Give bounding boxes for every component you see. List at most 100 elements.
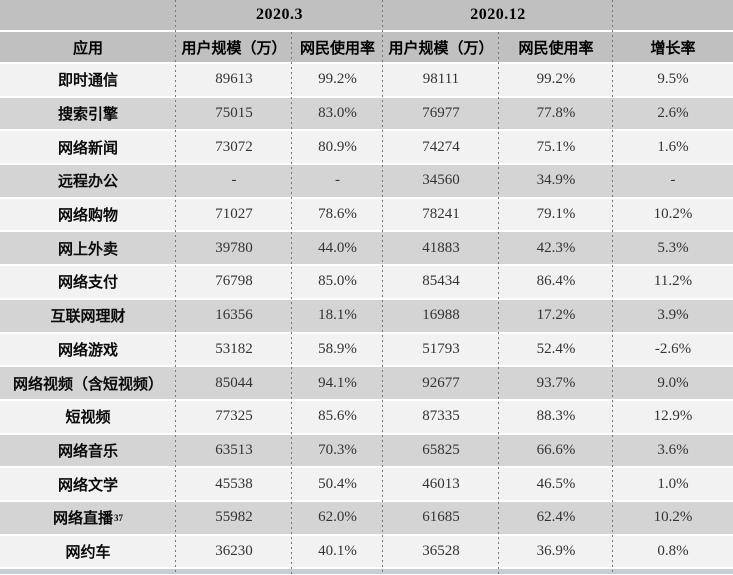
cell-usage-rate-2020-3: 85.0% bbox=[292, 266, 383, 298]
row-label: 网络文学 bbox=[0, 468, 176, 500]
table-row: 网络购物 71027 78.6% 78241 79.1% 10.2% bbox=[0, 198, 733, 231]
cell-growth-rate: 9.0% bbox=[613, 367, 733, 399]
table-row: 即时通信 89613 99.2% 98111 99.2% 9.5% bbox=[0, 64, 733, 96]
cell-user-scale-2020-3: 63513 bbox=[176, 434, 292, 467]
cell-user-scale-2020-12: 78241 bbox=[383, 198, 499, 231]
cell-usage-rate-2020-3: 85.6% bbox=[292, 400, 383, 433]
header-user-scale-1: 用户规模（万） bbox=[176, 32, 292, 62]
cell-usage-rate-2020-12: 99.2% bbox=[499, 64, 613, 96]
table-row: 网络支付 76798 85.0% 85434 86.4% 11.2% bbox=[0, 266, 733, 298]
cell-usage-rate-2020-3: 40.1% bbox=[292, 535, 383, 568]
header-empty-topright bbox=[613, 0, 733, 30]
header-row-periods: 2020.3 2020.12 bbox=[0, 0, 733, 30]
row-label: 网络购物 bbox=[0, 198, 176, 231]
cell-usage-rate-2020-12: 34.9% bbox=[499, 165, 613, 197]
header-empty-topleft bbox=[0, 0, 176, 30]
cell-user-scale-2020-12: 41883 bbox=[383, 232, 499, 265]
cell-usage-rate-2020-3: 83.0% bbox=[292, 97, 383, 130]
cell-user-scale-2020-3: 73072 bbox=[176, 131, 292, 164]
cell-user-scale-2020-3: - bbox=[176, 165, 292, 197]
cell-growth-rate: 1.6% bbox=[613, 131, 733, 164]
cell-usage-rate-2020-3: - bbox=[292, 165, 383, 197]
row-label: 互联网理财 bbox=[0, 299, 176, 332]
cell-usage-rate-2020-12: 88.3% bbox=[499, 400, 613, 433]
cell-growth-rate: 12.9% bbox=[613, 400, 733, 433]
row-label: 网络游戏 bbox=[0, 333, 176, 366]
row-label: 短视频 bbox=[0, 400, 176, 433]
cell-user-scale-2020-12: 61685 bbox=[383, 501, 499, 534]
cell-user-scale-2020-3: 77325 bbox=[176, 400, 292, 433]
cell-usage-rate-2020-3: 50.4% bbox=[292, 468, 383, 500]
cell-usage-rate-2020-12: 62.4% bbox=[499, 501, 613, 534]
cell-usage-rate-2020-12: 66.6% bbox=[499, 434, 613, 467]
header-app: 应用 bbox=[0, 32, 176, 62]
cell-user-scale-2020-12: 98111 bbox=[383, 64, 499, 96]
cell-user-scale-2020-3: 55982 bbox=[176, 501, 292, 534]
row-label: 网络视频（含短视频） bbox=[0, 367, 176, 399]
header-usage-rate-1: 网民使用率 bbox=[292, 32, 383, 62]
cell-user-scale-2020-3: 16356 bbox=[176, 299, 292, 332]
cell-user-scale-2020-3: 53182 bbox=[176, 333, 292, 366]
table-row: 网络音乐 63513 70.3% 65825 66.6% 3.6% bbox=[0, 434, 733, 467]
cell-user-scale-2020-3: 71027 bbox=[176, 198, 292, 231]
cell-usage-rate-2020-3: 44.0% bbox=[292, 232, 383, 265]
row-label: 网络支付 bbox=[0, 266, 176, 298]
table-row: 搜索引擎 75015 83.0% 76977 77.8% 2.6% bbox=[0, 97, 733, 130]
cell-growth-rate: 1.0% bbox=[613, 468, 733, 500]
cell-growth-rate: 2.6% bbox=[613, 97, 733, 130]
header-usage-rate-2: 网民使用率 bbox=[499, 32, 613, 62]
table-row: 网络新闻 73072 80.9% 74274 75.1% 1.6% bbox=[0, 131, 733, 164]
cell-growth-rate: -2.6% bbox=[613, 333, 733, 366]
cell-usage-rate-2020-12: 36.9% bbox=[499, 535, 613, 568]
row-label: 网络音乐 bbox=[0, 434, 176, 467]
table-row: 互联网理财 16356 18.1% 16988 17.2% 3.9% bbox=[0, 299, 733, 332]
cell-user-scale-2020-12: 76977 bbox=[383, 97, 499, 130]
cell-growth-rate: 3.6% bbox=[613, 434, 733, 467]
header-row-columns: 应用 用户规模（万） 网民使用率 用户规模（万） 网民使用率 增长率 bbox=[0, 32, 733, 62]
cell-usage-rate-2020-12: 93.7% bbox=[499, 367, 613, 399]
cell-usage-rate-2020-12: 46.5% bbox=[499, 468, 613, 500]
cell-user-scale-2020-12: 85434 bbox=[383, 266, 499, 298]
cell-usage-rate-2020-12: 42.3% bbox=[499, 232, 613, 265]
cell-growth-rate: - bbox=[613, 165, 733, 197]
cell-usage-rate-2020-3: 94.1% bbox=[292, 367, 383, 399]
cell-user-scale-2020-12: 74274 bbox=[383, 131, 499, 164]
table-row: 短视频 77325 85.6% 87335 88.3% 12.9% bbox=[0, 400, 733, 433]
cell-user-scale-2020-3: 45538 bbox=[176, 468, 292, 500]
table-row: 网络视频（含短视频） 85044 94.1% 92677 93.7% 9.0% bbox=[0, 367, 733, 399]
cell-user-scale-2020-12: 65825 bbox=[383, 434, 499, 467]
cell-growth-rate: 10.2% bbox=[613, 198, 733, 231]
cell-usage-rate-2020-12: 75.1% bbox=[499, 131, 613, 164]
table-row: 网约车 36230 40.1% 36528 36.9% 0.8% bbox=[0, 535, 733, 568]
cell-user-scale-2020-12: 36528 bbox=[383, 535, 499, 568]
row-label: 网约车 bbox=[0, 535, 176, 568]
cell-usage-rate-2020-3: 70.3% bbox=[292, 434, 383, 467]
cell-user-scale-2020-3: 75015 bbox=[176, 97, 292, 130]
cell-usage-rate-2020-3: 58.9% bbox=[292, 333, 383, 366]
cell-growth-rate: 11.2% bbox=[613, 266, 733, 298]
cell-usage-rate-2020-3: 62.0% bbox=[292, 501, 383, 534]
cell-growth-rate: 5.3% bbox=[613, 232, 733, 265]
table-row: 网上外卖 39780 44.0% 41883 42.3% 5.3% bbox=[0, 232, 733, 265]
cell-user-scale-2020-3: 76798 bbox=[176, 266, 292, 298]
partial-next-row bbox=[0, 569, 733, 575]
header-period-2020-12: 2020.12 bbox=[383, 0, 613, 30]
cell-usage-rate-2020-12: 86.4% bbox=[499, 266, 613, 298]
table-row: 网络游戏 53182 58.9% 51793 52.4% -2.6% bbox=[0, 333, 733, 366]
cell-user-scale-2020-3: 36230 bbox=[176, 535, 292, 568]
cell-usage-rate-2020-12: 17.2% bbox=[499, 299, 613, 332]
row-label: 即时通信 bbox=[0, 64, 176, 96]
header-period-2020-3: 2020.3 bbox=[176, 0, 383, 30]
cell-user-scale-2020-12: 34560 bbox=[383, 165, 499, 197]
header-user-scale-2: 用户规模（万） bbox=[383, 32, 499, 62]
row-label: 远程办公 bbox=[0, 165, 176, 197]
cell-usage-rate-2020-3: 18.1% bbox=[292, 299, 383, 332]
cell-user-scale-2020-12: 16988 bbox=[383, 299, 499, 332]
cell-user-scale-2020-12: 87335 bbox=[383, 400, 499, 433]
cell-usage-rate-2020-3: 78.6% bbox=[292, 198, 383, 231]
cell-usage-rate-2020-3: 80.9% bbox=[292, 131, 383, 164]
cell-growth-rate: 3.9% bbox=[613, 299, 733, 332]
cell-growth-rate: 10.2% bbox=[613, 501, 733, 534]
cell-usage-rate-2020-12: 77.8% bbox=[499, 97, 613, 130]
